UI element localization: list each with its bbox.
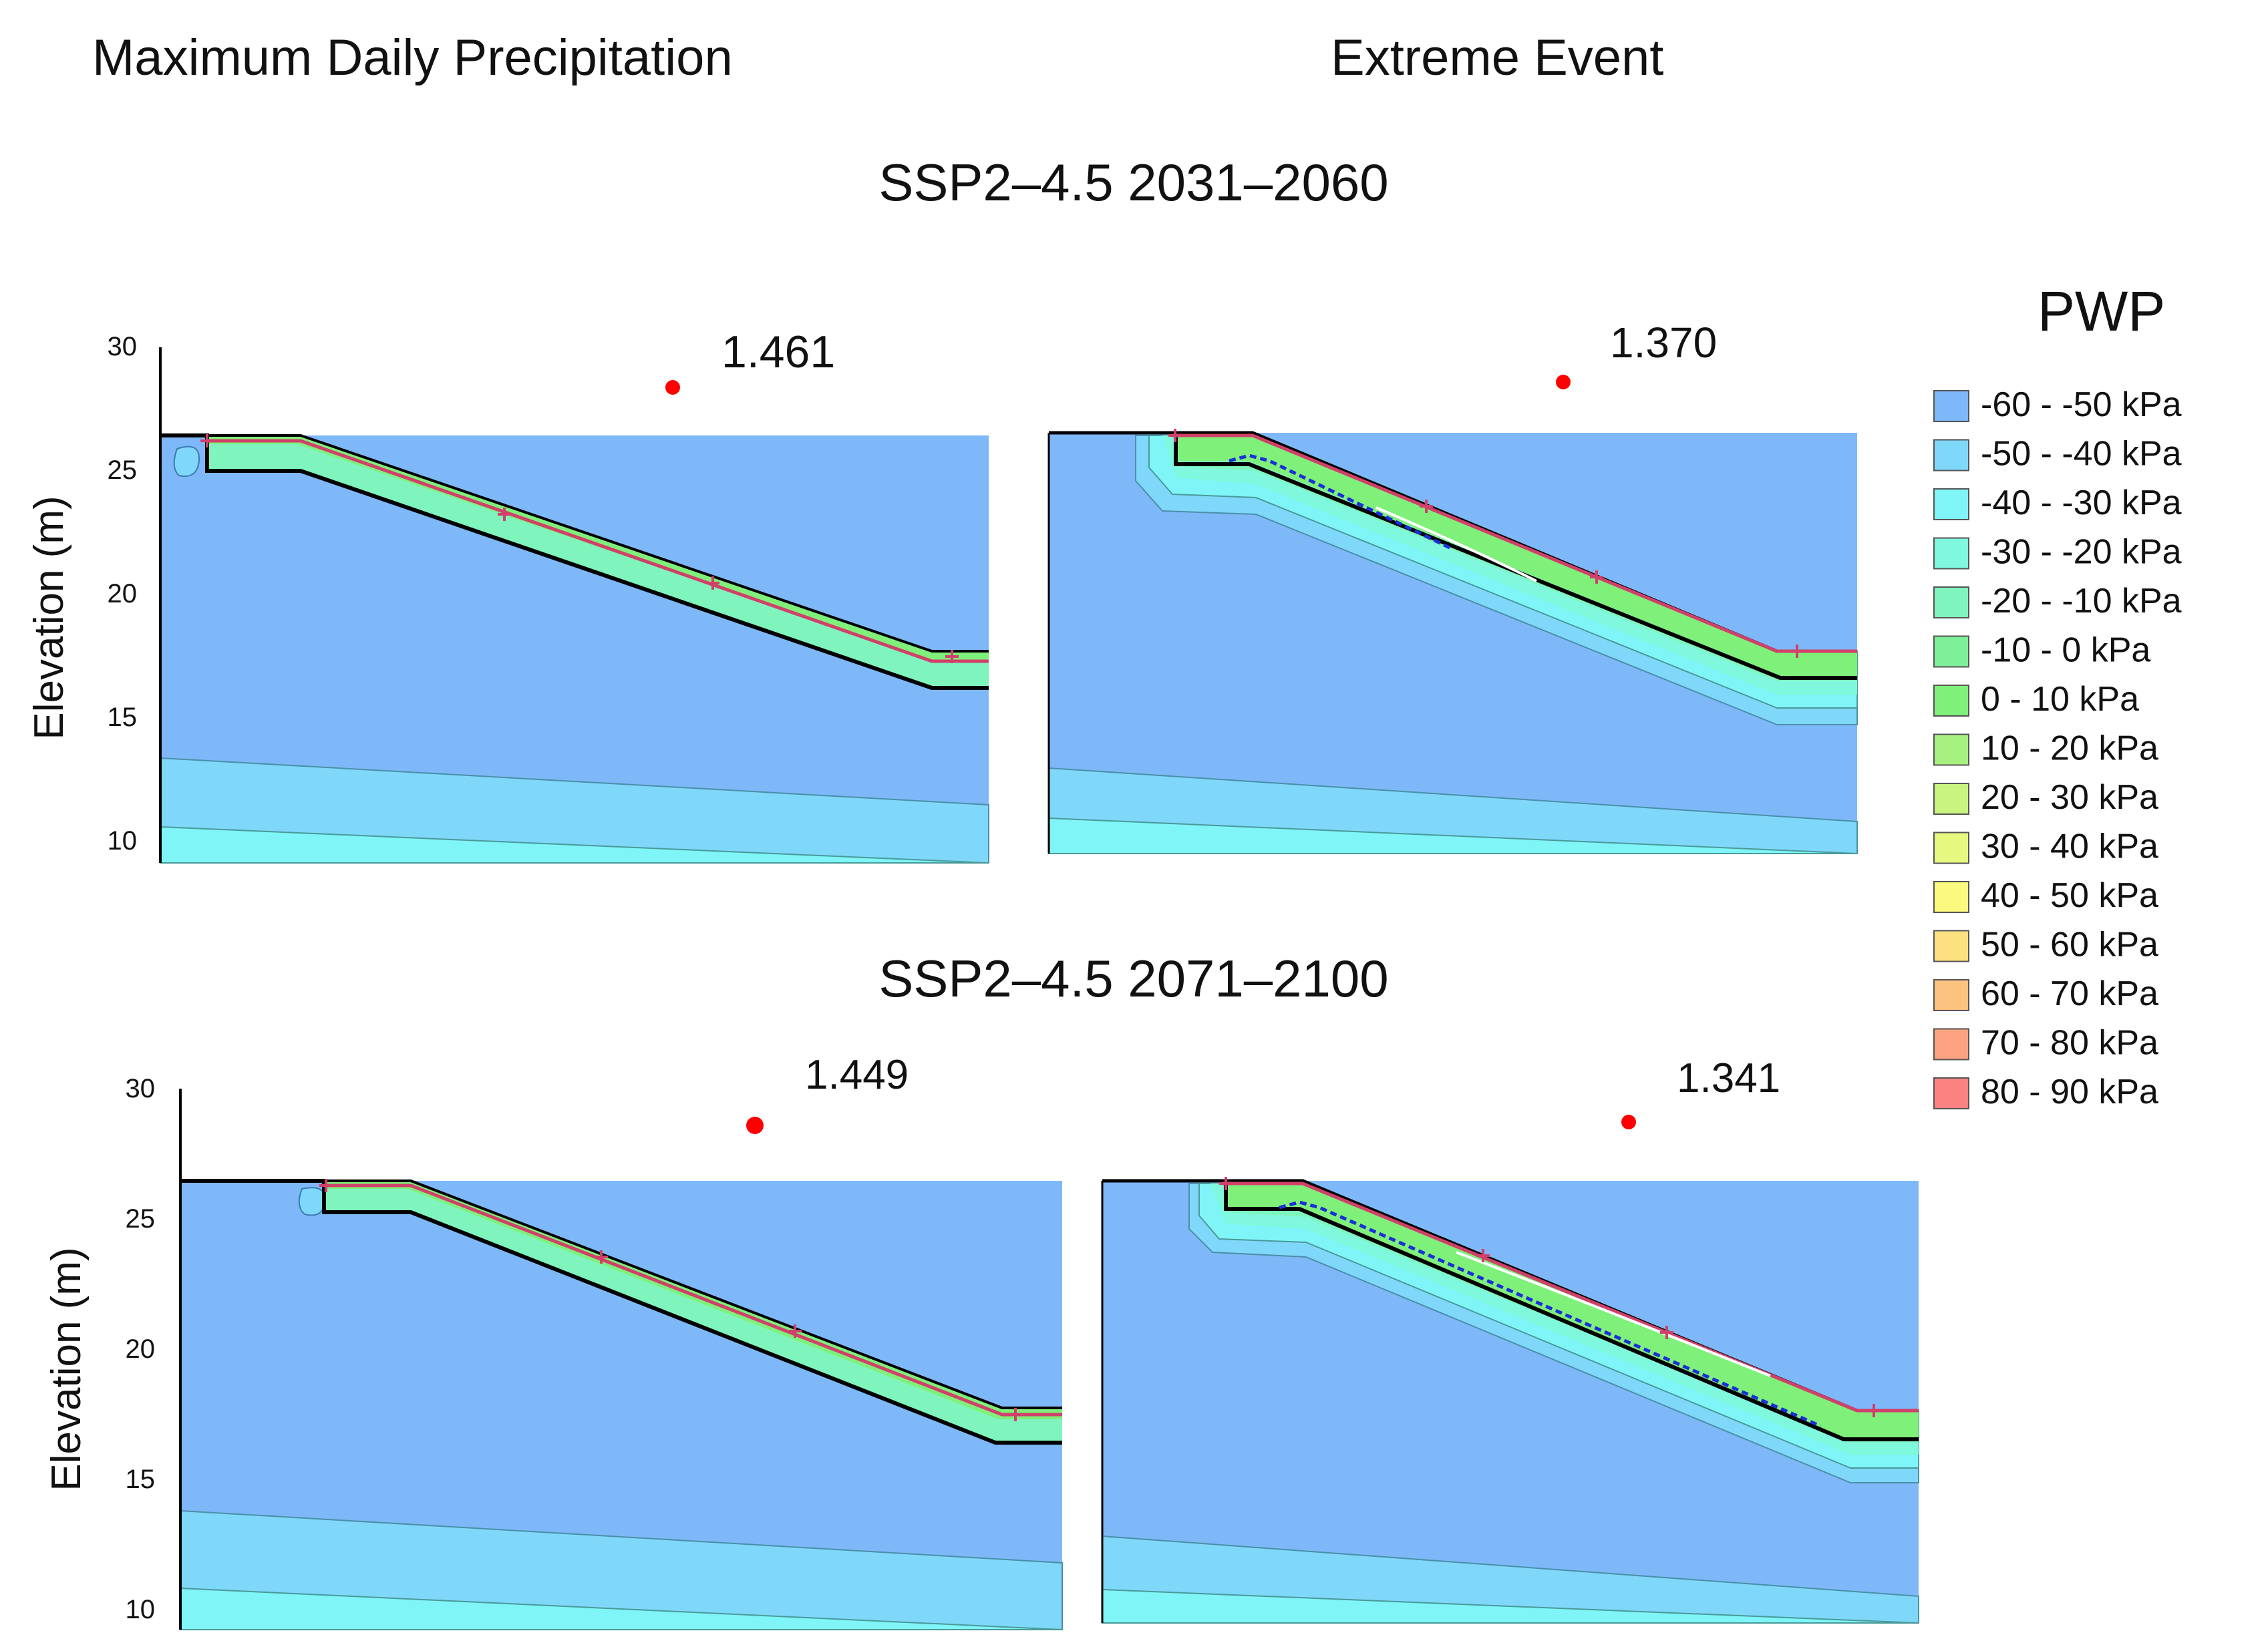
legend-swatch (1933, 881, 1969, 913)
legend-label: -40 - -30 kPa (1981, 484, 2182, 522)
legend-swatch (1933, 1077, 1969, 1109)
legend-swatch (1933, 537, 1969, 570)
water-table (1229, 453, 1451, 550)
panel-top-left: 1.461 30 25 20 15 10 Elevation (m) (26, 327, 989, 864)
boundary-line (1174, 435, 1857, 680)
legend: PWP -60 - -50 kPa -50 - -40 kPa -40 - -30 … (1933, 280, 2182, 1111)
region-minus20-10 (180, 1181, 1062, 1443)
legend-label: 50 - 60 kPa (1981, 926, 2158, 964)
legend-swatch (1933, 488, 1969, 520)
legend-label: 30 - 40 kPa (1981, 828, 2158, 866)
surface-line (324, 1183, 1062, 1417)
slip-center (1556, 375, 1571, 389)
panel-bottom-left: 1.449 30 25 20 15 10 Elevation (m) (43, 1052, 1063, 1630)
region-0-10 (324, 1181, 1062, 1419)
y-ticks: 30 25 20 15 10 (108, 332, 138, 856)
panel-bottom-right: 1.341 (1101, 1055, 1919, 1624)
legend-label: -60 - -50 kPa (1981, 385, 2182, 424)
region-0-10 (1226, 1183, 1919, 1437)
legend-swatch (1933, 439, 1969, 472)
legend-swatch (1933, 783, 1969, 815)
legend-label: 70 - 80 kPa (1981, 1024, 2158, 1063)
panel-top-right: 1.370 (1047, 319, 1858, 854)
legend-swatch (1933, 390, 1969, 422)
legend-label: 20 - 30 kPa (1981, 778, 2158, 817)
legend-label: 80 - 90 kPa (1981, 1073, 2158, 1111)
legend-swatch (1933, 1028, 1969, 1061)
fos-value: 1.370 (1610, 319, 1717, 367)
legend-label: 60 - 70 kPa (1981, 974, 2158, 1013)
legend-swatch (1933, 979, 1969, 1011)
fos-value: 1.449 (805, 1052, 909, 1098)
surface-markers (200, 434, 959, 663)
svg-text:20: 20 (126, 1334, 156, 1364)
svg-text:25: 25 (126, 1204, 156, 1234)
legend-label: -50 - -40 kPa (1981, 435, 2182, 474)
legend-swatch (1933, 832, 1969, 864)
slip-surface (1456, 1251, 1771, 1377)
surface-markers (1219, 1177, 1881, 1417)
boundary-line (1224, 1183, 1919, 1441)
svg-text:30: 30 (126, 1074, 156, 1103)
surface-markers (1168, 429, 1804, 658)
legend-label: -20 - -10 kPa (1981, 582, 2182, 620)
legend-label: 10 - 20 kPa (1981, 729, 2158, 768)
legend-label: -10 - 0 kPa (1981, 631, 2150, 670)
svg-text:15: 15 (108, 703, 138, 732)
water-table (1279, 1200, 1821, 1428)
legend-swatch (1933, 733, 1969, 766)
row-title-bottom: SSP2–4.5 2071–2100 (878, 949, 1388, 1008)
slip-surface (1375, 506, 1537, 582)
fos-value: 1.461 (721, 327, 835, 377)
legend-swatch (1933, 586, 1969, 618)
column-title-left: Maximum Daily Precipitation (92, 29, 733, 86)
region-seep (298, 1187, 326, 1216)
y-axis-label: Elevation (m) (43, 1247, 90, 1491)
slip-center (665, 380, 680, 395)
svg-text:10: 10 (108, 826, 138, 856)
legend-swatch (1933, 930, 1969, 962)
surface-line (1172, 433, 1857, 653)
legend-swatch (1933, 635, 1969, 668)
svg-text:15: 15 (126, 1465, 156, 1494)
region-minus20-10 (160, 435, 989, 688)
svg-text:20: 20 (108, 579, 138, 608)
legend-swatch (1933, 685, 1969, 717)
y-ticks: 30 25 20 15 10 (126, 1074, 156, 1624)
fos-value: 1.341 (1677, 1055, 1780, 1101)
svg-text:10: 10 (126, 1595, 156, 1624)
legend-label: 40 - 50 kPa (1981, 876, 2158, 915)
slip-center (1621, 1115, 1636, 1129)
region-seep (173, 445, 200, 477)
svg-text:25: 25 (108, 455, 138, 485)
legend-label: -30 - -20 kPa (1981, 533, 2182, 572)
column-title-right: Extreme Event (1331, 29, 1663, 86)
ground-line (180, 1179, 1062, 1409)
surface-markers (319, 1179, 1022, 1421)
legend-title: PWP (2038, 280, 2165, 343)
row-title-top: SSP2–4.5 2031–2060 (878, 153, 1388, 212)
slip-center (746, 1117, 764, 1134)
svg-text:30: 30 (108, 332, 138, 361)
ground-line (160, 434, 989, 653)
y-axis-label: Elevation (m) (26, 496, 72, 739)
surface-line (1223, 1181, 1919, 1413)
surface-line (207, 439, 989, 663)
legend-label: 0 - 10 kPa (1981, 680, 2139, 719)
